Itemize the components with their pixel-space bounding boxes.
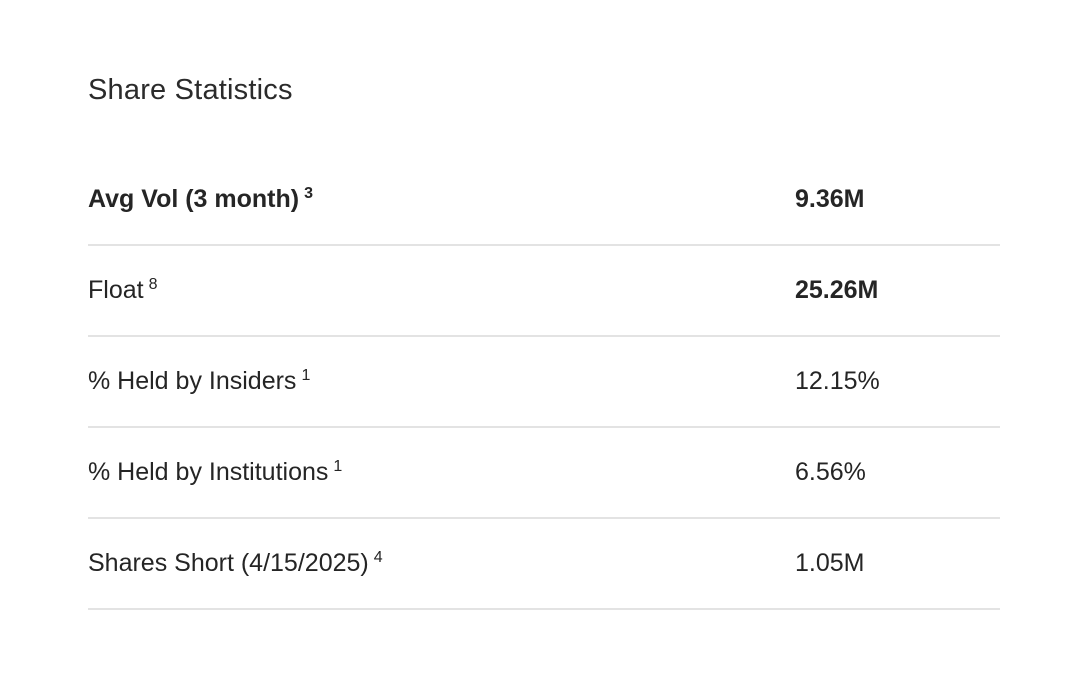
stat-label: % Held by Institutions 1 [88,458,795,487]
footnote-superscript: 1 [333,457,343,475]
stat-label-text: Avg Vol (3 month) [88,185,300,213]
table-row: % Held by Insiders 1 12.15% [88,337,1000,428]
table-row: Float 8 25.26M [88,246,1000,337]
footnote-superscript: 8 [148,275,158,293]
stat-label: Shares Short (4/15/2025) 4 [88,549,795,578]
stat-label-text: Float [88,276,144,304]
stat-label: Float 8 [88,276,795,305]
stat-label-text: Shares Short (4/15/2025) [88,549,369,577]
stat-label-text: % Held by Institutions [88,458,329,486]
stat-value: 9.36M [795,185,865,213]
stat-label: % Held by Insiders 1 [88,367,795,396]
table-row: % Held by Institutions 1 6.56% [88,428,1000,519]
stat-value: 12.15% [795,367,880,395]
share-statistics-table: Avg Vol (3 month) 3 9.36M Float 8 25.26M %… [88,155,1000,610]
share-statistics-section: Share Statistics Avg Vol (3 month) 3 9.36… [88,70,1000,610]
footnote-superscript: 3 [304,184,314,202]
footnote-superscript: 1 [301,366,311,384]
table-row: Avg Vol (3 month) 3 9.36M [88,155,1000,246]
table-row: Shares Short (4/15/2025) 4 1.05M [88,519,1000,610]
stat-label: Avg Vol (3 month) 3 [88,185,795,214]
footnote-superscript: 4 [373,548,383,566]
stat-label-text: % Held by Insiders [88,367,297,395]
stat-value: 6.56% [795,458,866,486]
section-title: Share Statistics [88,74,293,106]
stat-value: 1.05M [795,549,865,577]
stat-value: 25.26M [795,276,879,304]
